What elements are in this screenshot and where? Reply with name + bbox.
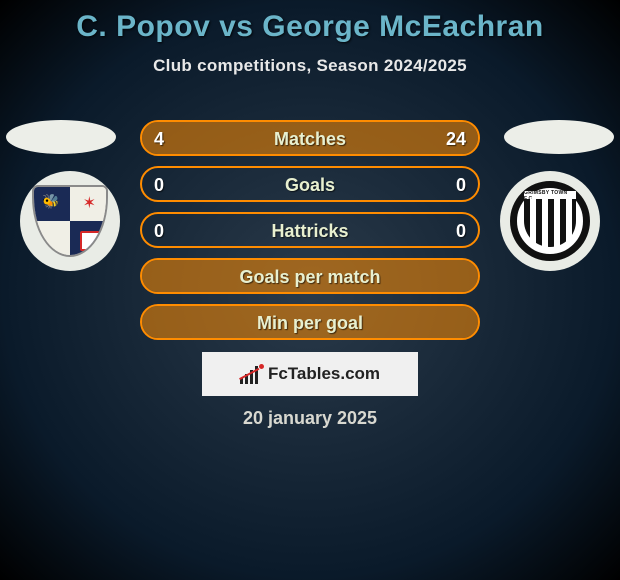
stat-row: 0Goals0: [140, 166, 480, 202]
brand-text: FcTables.com: [268, 364, 380, 384]
stat-value-right: 0: [456, 214, 466, 248]
stat-value-right: 24: [446, 122, 466, 156]
stats-column: 4Matches240Goals00Hattricks0Goals per ma…: [140, 120, 480, 350]
comparison-card: C. Popov vs George McEachran Club compet…: [0, 0, 620, 580]
club-badge-right: GRIMSBY TOWN F.C.: [500, 171, 600, 271]
player-photo-left-placeholder: [6, 120, 116, 154]
stat-row: Min per goal: [140, 304, 480, 340]
stat-row: Goals per match: [140, 258, 480, 294]
stat-row: 4Matches24: [140, 120, 480, 156]
stat-value-right: 0: [456, 168, 466, 202]
stat-label: Hattricks: [142, 214, 478, 248]
page-subtitle: Club competitions, Season 2024/2025: [0, 56, 620, 76]
grimsby-crest-icon: GRIMSBY TOWN F.C.: [510, 181, 590, 261]
stat-label: Matches: [142, 122, 478, 156]
page-title: C. Popov vs George McEachran: [0, 0, 620, 44]
stat-label: Goals per match: [142, 260, 478, 294]
snapshot-date: 20 january 2025: [0, 408, 620, 429]
stat-label: Min per goal: [142, 306, 478, 340]
stat-label: Goals: [142, 168, 478, 202]
club-badge-left: 🐝 ✶: [20, 171, 120, 271]
stat-row: 0Hattricks0: [140, 212, 480, 248]
fctables-logo-icon: [240, 364, 262, 384]
brand-box: FcTables.com: [202, 352, 418, 396]
player-photo-right-placeholder: [504, 120, 614, 154]
barrow-crest-icon: 🐝 ✶: [32, 181, 108, 261]
